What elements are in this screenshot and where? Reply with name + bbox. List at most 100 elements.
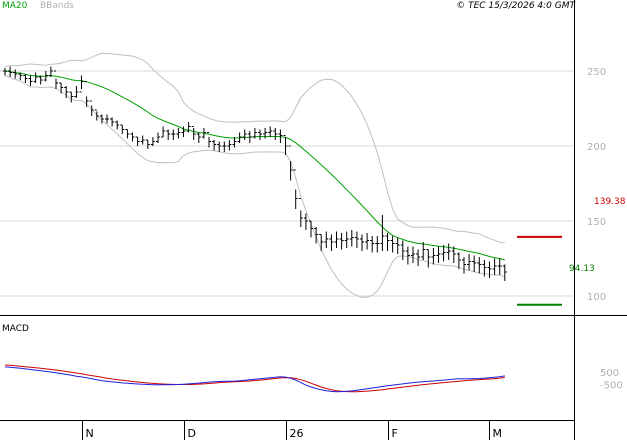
price-bar <box>94 109 99 121</box>
price-bar <box>258 129 262 140</box>
price-bar <box>191 126 196 140</box>
price-bar <box>477 257 482 274</box>
macd-line <box>4 366 505 393</box>
price-bar <box>8 66 13 77</box>
price-bar <box>390 236 395 253</box>
price-bar <box>456 252 461 269</box>
price-bar <box>283 135 288 155</box>
price-bar <box>370 236 375 253</box>
x-tick-label-0: N <box>86 427 94 440</box>
price-bar <box>451 246 456 263</box>
price-bar <box>334 231 339 248</box>
timestamp: © TEC 15/3/2026 4:0 GMT <box>456 1 576 11</box>
price-bar <box>263 128 268 139</box>
price-bar <box>242 129 247 140</box>
price-bar <box>23 74 28 83</box>
y-tick-label-250: 250 <box>587 67 606 78</box>
price-bar <box>405 246 410 265</box>
price-bar <box>441 245 446 262</box>
price-bar <box>319 234 324 251</box>
price-bar <box>115 120 120 130</box>
price-bar <box>207 132 211 148</box>
price-bar <box>120 124 125 134</box>
price-bar <box>237 132 242 143</box>
price-levels <box>517 235 562 306</box>
price-bar <box>232 137 237 148</box>
price-bar <box>150 137 155 146</box>
price-bar <box>84 81 89 107</box>
legend-bbands: BBands <box>40 1 74 11</box>
price-bar <box>89 100 94 116</box>
macd-signal-line <box>4 364 505 393</box>
price-bar <box>166 129 171 140</box>
price-bar <box>54 70 58 89</box>
price-bar <box>309 220 313 238</box>
legend-ma20: MA20 <box>2 1 28 11</box>
price-bar <box>273 128 278 140</box>
price-bar <box>421 242 426 260</box>
price-bar <box>212 140 217 151</box>
x-tick-label-1: D <box>188 427 196 440</box>
price-bar <box>375 236 380 253</box>
price-bar <box>64 86 69 98</box>
price-bar <box>487 261 492 278</box>
price-bar <box>28 75 33 86</box>
macd-panel <box>4 364 505 393</box>
macd-label: MACD <box>2 324 29 334</box>
resistance-label: 139.38 <box>594 197 626 207</box>
price-bar <box>247 131 252 143</box>
price-bar <box>482 260 487 277</box>
price-bar <box>426 249 431 268</box>
price-bar <box>105 114 109 124</box>
bollinger-bands <box>4 52 505 298</box>
x-tick-label-2: 26 <box>290 427 304 440</box>
price-bar <box>467 254 472 271</box>
price-bars <box>3 66 507 281</box>
price-bar <box>436 246 441 263</box>
price-bar <box>156 132 160 143</box>
macd-y-tick-label-1: -500 <box>600 381 623 392</box>
price-bar <box>135 136 140 146</box>
price-bar <box>33 72 38 83</box>
price-bar <box>38 75 43 85</box>
price-bar <box>344 231 349 248</box>
price-bar <box>497 258 502 275</box>
price-bar <box>43 71 48 82</box>
price-bar <box>395 237 400 254</box>
price-bar <box>227 140 232 151</box>
x-tick-label-4: M <box>493 427 503 440</box>
price-bar <box>502 264 507 281</box>
price-bar <box>472 255 477 272</box>
price-bar <box>3 68 7 76</box>
price-bar <box>99 114 104 124</box>
price-bar <box>380 215 385 251</box>
ma20-line-group <box>4 70 505 261</box>
price-bar <box>59 82 64 94</box>
ma20-line <box>4 70 505 261</box>
macd-y-tick-label-0: 500 <box>600 368 619 379</box>
price-bar <box>74 86 79 98</box>
price-bar <box>252 128 257 139</box>
price-bar <box>268 126 273 137</box>
price-bar <box>69 91 74 103</box>
price-bar <box>349 230 354 247</box>
price-bar <box>161 126 166 138</box>
bband-upper-line <box>4 52 505 243</box>
price-bar <box>385 233 390 251</box>
y-tick-label-150: 150 <box>587 217 606 228</box>
price-bar <box>278 129 283 143</box>
price-bar <box>13 69 18 79</box>
price-bar <box>293 169 298 209</box>
price-bar <box>196 132 201 143</box>
price-bar <box>339 233 344 250</box>
price-bar <box>354 231 359 248</box>
price-bar <box>314 227 319 244</box>
x-tick-label-3: F <box>392 427 398 440</box>
y-tick-label-200: 200 <box>587 142 606 153</box>
y-tick-label-100: 100 <box>587 292 606 303</box>
price-bar <box>288 145 293 181</box>
price-bar <box>171 129 176 140</box>
price-bar <box>130 132 135 142</box>
